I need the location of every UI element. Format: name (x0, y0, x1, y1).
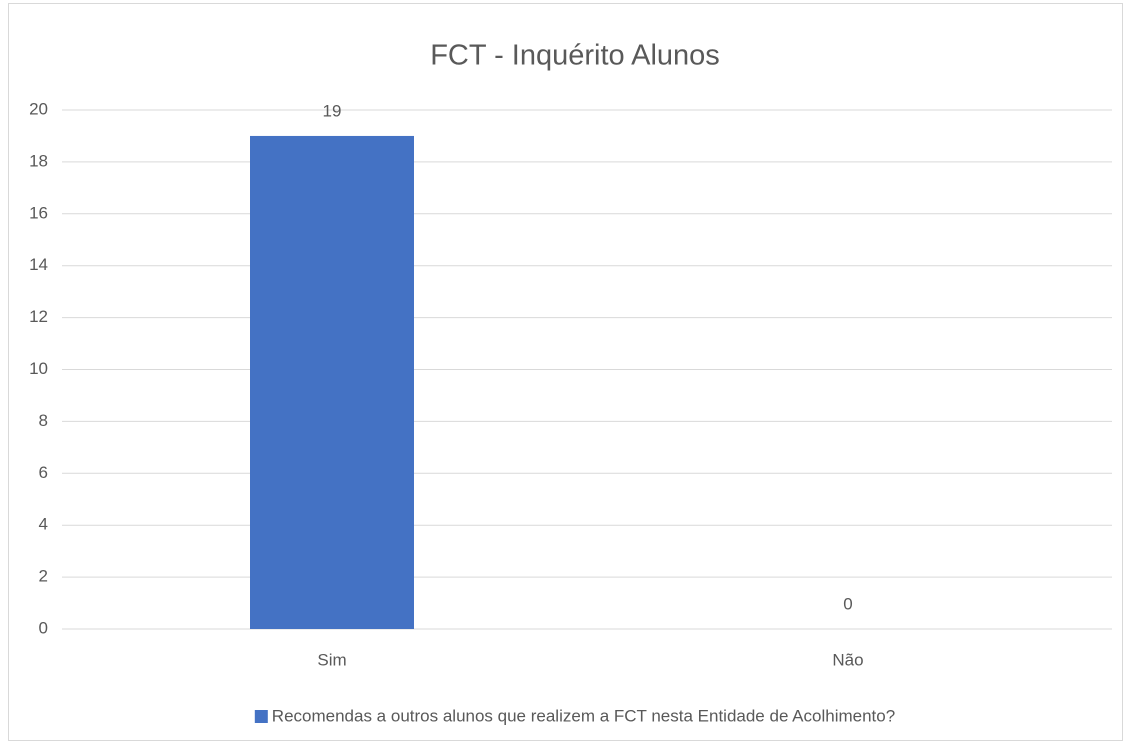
y-tick-label: 18 (29, 151, 48, 170)
chart-title: FCT - Inquérito Alunos (430, 40, 720, 72)
x-tick-label: Sim (317, 650, 346, 669)
y-tick-label: 20 (29, 99, 48, 118)
y-tick-label: 14 (29, 255, 48, 274)
y-tick-label: 6 (39, 463, 48, 482)
y-tick-label: 0 (39, 618, 48, 637)
data-label: 0 (843, 594, 852, 613)
y-tick-label: 8 (39, 411, 48, 430)
legend-label: Recomendas a outros alunos que realizem … (272, 706, 895, 725)
legend-swatch (254, 710, 268, 723)
data-label: 19 (323, 101, 342, 120)
y-tick-label: 12 (29, 307, 48, 326)
y-tick-label: 10 (29, 359, 48, 378)
chart-border (8, 3, 1123, 741)
bar (250, 135, 414, 629)
y-tick-label: 2 (39, 567, 48, 586)
x-tick-label: Não (832, 650, 863, 669)
y-tick-label: 16 (29, 203, 48, 222)
y-tick-label: 4 (39, 515, 48, 534)
